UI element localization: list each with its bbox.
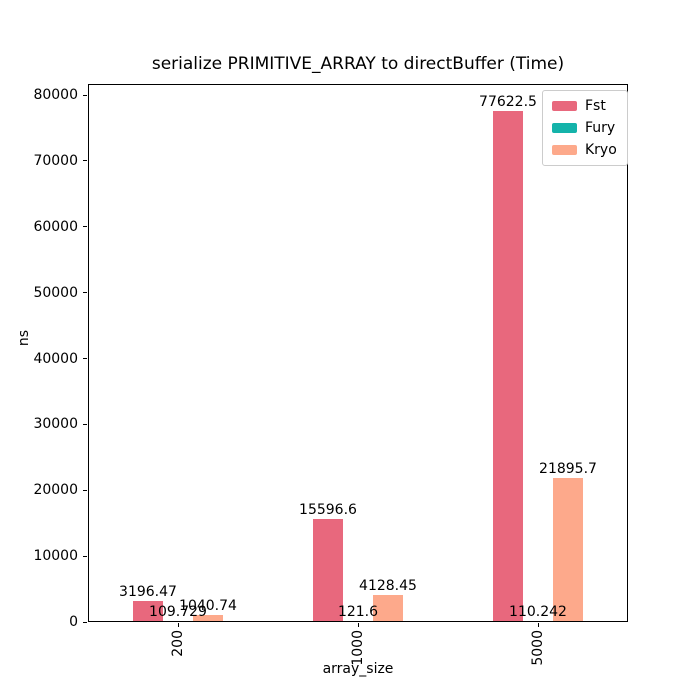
legend-label: Fury [585,120,616,136]
figure-title: serialize PRIMITIVE_ARRAY to directBuffe… [151,54,565,74]
x-tick-mark [177,623,179,627]
y-tick-mark [83,292,87,294]
legend-label: Kryo [585,142,617,158]
bar-value-label: 1040.74 [179,598,237,615]
y-tick-mark [83,226,87,228]
bar-fury-5000 [523,620,553,622]
bar-kryo-5000 [553,477,583,622]
x-tick-mark [357,623,359,627]
bar-value-label: 4128.45 [359,577,417,594]
y-tick-label: 10000 [33,548,78,565]
legend-item-kryo: Kryo [552,142,617,158]
x-tick-label: 200 [170,630,186,657]
y-tick-mark [83,358,87,359]
bar-fury-200 [163,620,193,622]
legend-swatch-kryo [552,145,577,155]
y-tick-mark [83,160,87,162]
y-tick-label: 20000 [33,482,78,499]
x-tick-mark [537,623,539,627]
bar-fst-200 [133,600,163,622]
plot-area: 0 10000 20000 30000 40000 50000 60000 70000 8000… [33,84,628,666]
y-tick-mark [83,489,87,491]
bar-value-label: 3196.47 [119,583,177,600]
bar-value-label: 121.6 [337,603,379,620]
y-axis-label: ns [16,330,32,347]
bar-kryo-200 [193,615,223,622]
y-tick-mark [83,94,87,96]
y-tick-label: 60000 [33,218,78,235]
bar-value-label: 110.242 [509,603,567,620]
y-tick-label: 80000 [33,87,78,103]
legend-item-fury: Fury [552,120,617,136]
y-tick-label: 30000 [33,416,78,433]
y-tick-label: 0 [69,614,78,630]
y-tick-mark [83,423,87,425]
y-tick-mark [83,621,87,623]
legend-label: Fst [585,98,606,114]
x-axis-label: array_size [322,661,394,677]
bar-value-label: 15596.6 [299,502,357,519]
y-tick-mark [83,555,87,557]
legend-swatch-fst [552,101,577,111]
bar-value-label: 109.729 [149,603,207,620]
legend-item-fst: Fst [552,98,617,114]
bar-kryo-1000 [373,594,403,622]
legend: Fst Fury Kryo [542,90,628,166]
legend-swatch-fury [552,123,577,133]
bar-value-label: 77622.5 [479,93,537,110]
bar-fst-1000 [313,519,343,622]
y-tick-label: 40000 [33,350,78,367]
y-tick-label: 70000 [33,152,78,169]
bar-fst-5000 [493,110,523,622]
y-tick-label: 50000 [33,284,78,301]
bar-fury-1000 [343,620,373,622]
bar-value-label: 21895.7 [539,460,597,477]
